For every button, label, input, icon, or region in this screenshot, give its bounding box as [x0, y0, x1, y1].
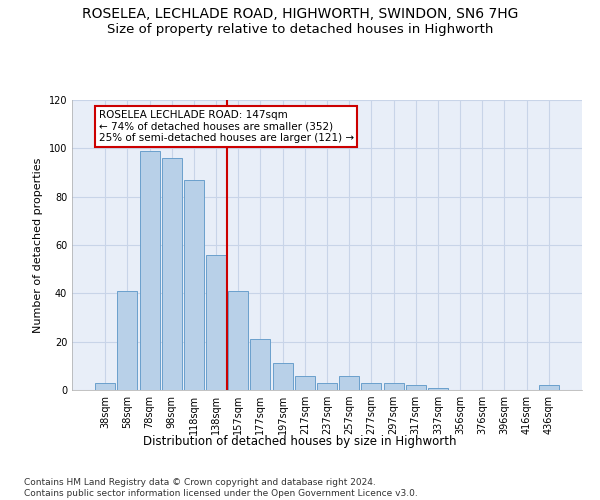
- Bar: [95, 383, 115, 390]
- Bar: [118, 291, 137, 390]
- Bar: [317, 383, 337, 390]
- Text: Contains HM Land Registry data © Crown copyright and database right 2024.
Contai: Contains HM Land Registry data © Crown c…: [24, 478, 418, 498]
- Bar: [539, 385, 559, 390]
- Bar: [250, 339, 271, 390]
- Bar: [184, 180, 204, 390]
- Bar: [361, 383, 382, 390]
- Bar: [339, 376, 359, 390]
- Text: Size of property relative to detached houses in Highworth: Size of property relative to detached ho…: [107, 22, 493, 36]
- Bar: [428, 388, 448, 390]
- Bar: [162, 158, 182, 390]
- Bar: [228, 291, 248, 390]
- Bar: [406, 385, 426, 390]
- Y-axis label: Number of detached properties: Number of detached properties: [33, 158, 43, 332]
- Bar: [383, 383, 404, 390]
- Bar: [272, 364, 293, 390]
- Text: ROSELEA LECHLADE ROAD: 147sqm
← 74% of detached houses are smaller (352)
25% of : ROSELEA LECHLADE ROAD: 147sqm ← 74% of d…: [98, 110, 353, 143]
- Text: ROSELEA, LECHLADE ROAD, HIGHWORTH, SWINDON, SN6 7HG: ROSELEA, LECHLADE ROAD, HIGHWORTH, SWIND…: [82, 8, 518, 22]
- Bar: [140, 151, 160, 390]
- Text: Distribution of detached houses by size in Highworth: Distribution of detached houses by size …: [143, 435, 457, 448]
- Bar: [295, 376, 315, 390]
- Bar: [206, 254, 226, 390]
